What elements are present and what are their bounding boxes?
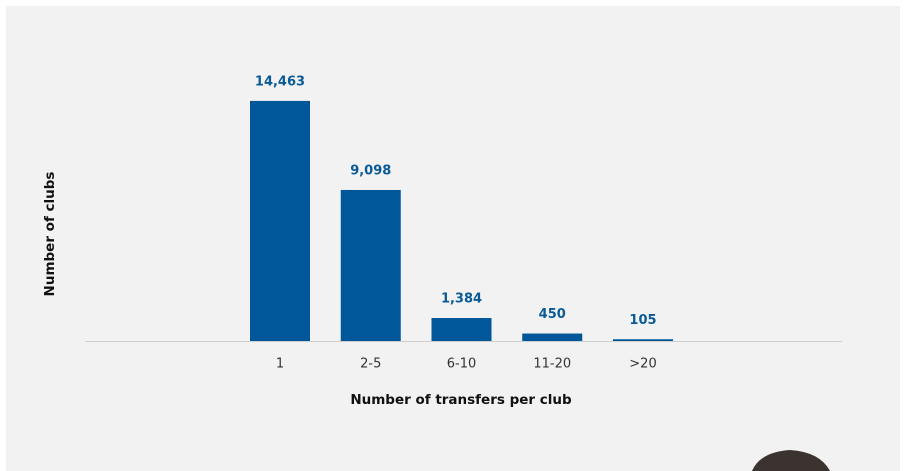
bar	[613, 339, 673, 341]
x-tick-label: 1	[276, 357, 284, 372]
photo-fragment	[752, 450, 830, 471]
value-label: 14,463	[255, 74, 305, 89]
bar	[340, 189, 401, 341]
bar	[250, 100, 310, 341]
y-axis-title: Number of clubs	[42, 172, 58, 297]
x-tick-label: 6-10	[447, 357, 477, 372]
value-label: 9,098	[350, 163, 391, 178]
x-axis-title: Number of transfers per club	[350, 392, 572, 408]
value-label: 1,384	[441, 292, 482, 307]
x-tick-label: 11-20	[533, 357, 571, 372]
bar	[522, 333, 583, 341]
bar	[431, 318, 492, 341]
chart-background	[6, 6, 900, 471]
x-tick-label: 2-5	[360, 357, 381, 372]
x-tick-label: >20	[629, 357, 656, 372]
value-label: 450	[539, 307, 566, 322]
value-label: 105	[629, 313, 656, 328]
